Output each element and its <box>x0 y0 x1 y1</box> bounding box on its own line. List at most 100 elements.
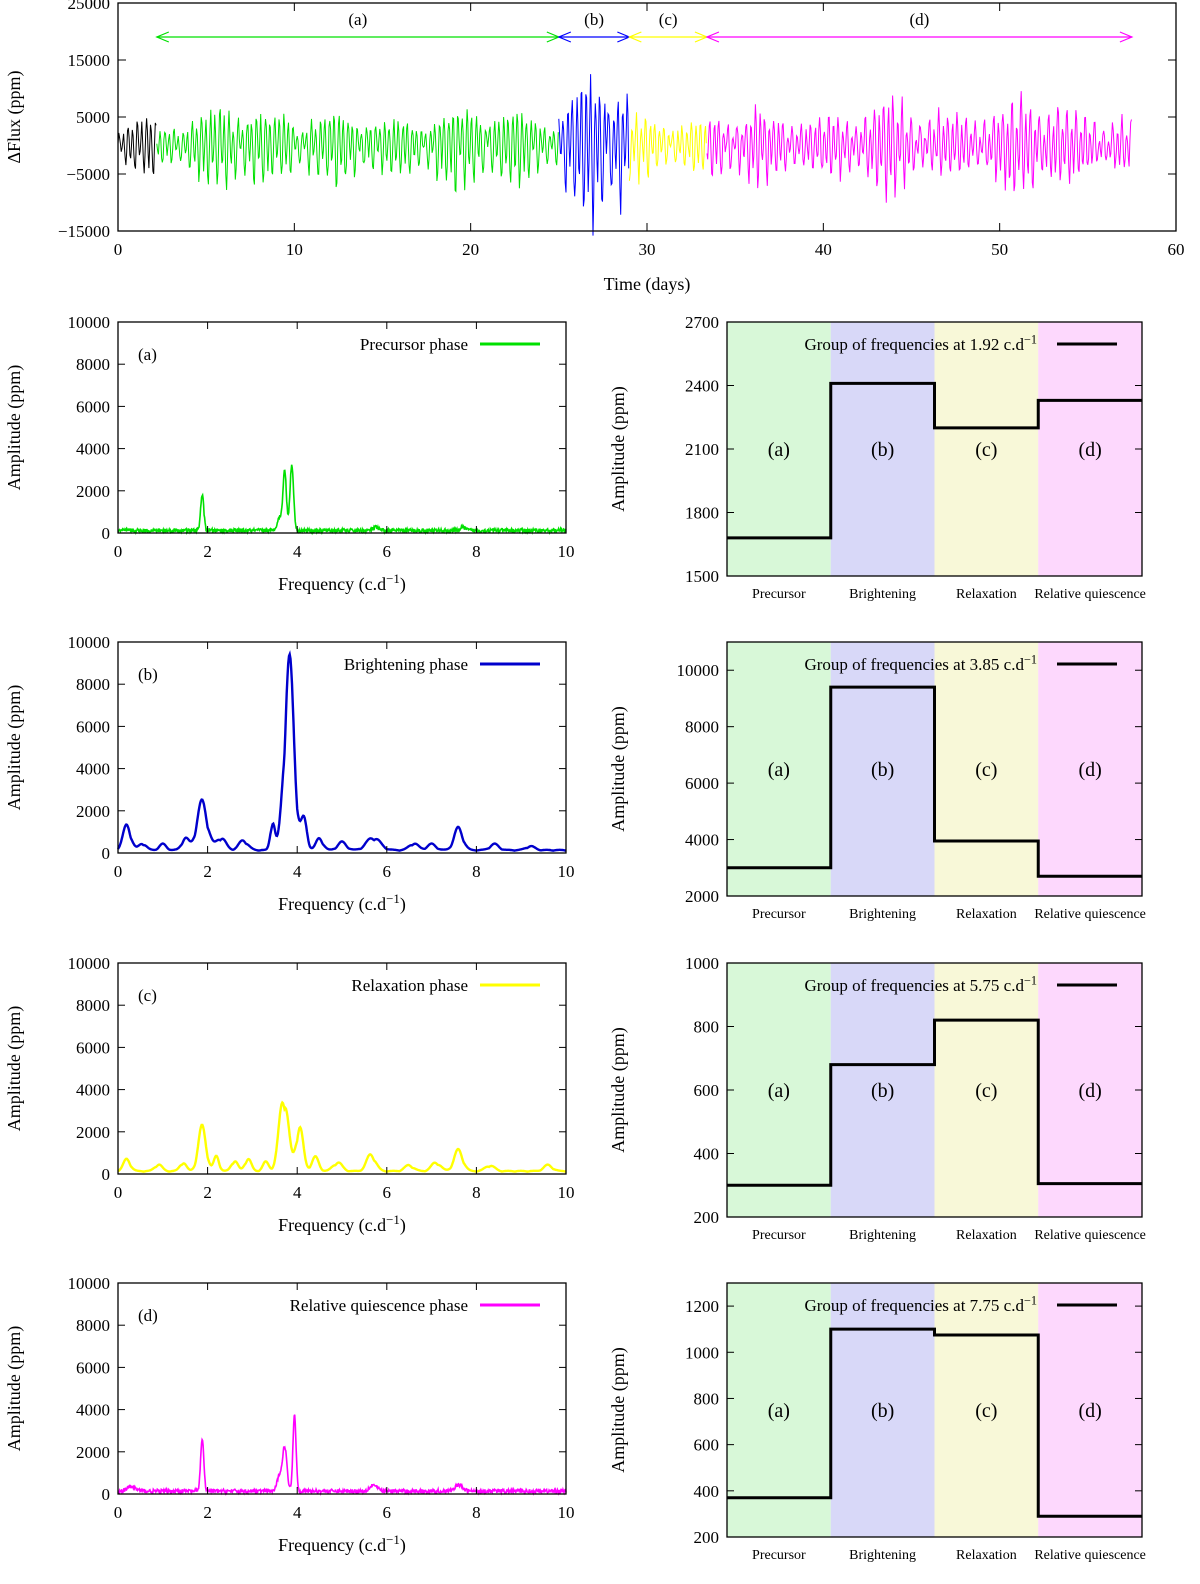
y-tick-label: 1800 <box>685 504 719 523</box>
y-tick-label: 10000 <box>68 954 111 973</box>
phase-band <box>727 963 831 1217</box>
y-tick-label: 6000 <box>76 397 110 416</box>
y-axis-label: Amplitude (ppm) <box>608 386 629 511</box>
x-tick-label: 50 <box>991 240 1008 259</box>
phase-band <box>934 322 1039 576</box>
panel-label: (c) <box>138 986 157 1005</box>
y-tick-label: 8000 <box>76 996 110 1015</box>
spectrum-frame <box>117 1282 567 1495</box>
phase-arrow-head-left <box>627 31 642 43</box>
phase-band-label: (a) <box>768 439 790 461</box>
y-tick-label: 2000 <box>76 1123 110 1142</box>
phase-band-label: (d) <box>1078 439 1101 461</box>
lightcurve-series-(d) <box>706 91 1132 203</box>
y-tick-label: 5000 <box>76 108 110 127</box>
x-tick-label: 4 <box>293 862 302 881</box>
legend-label: Group of frequencies at 3.85 c.d−1 <box>804 653 1037 674</box>
x-tick-label: 10 <box>558 862 575 881</box>
y-axis-label: Amplitude (ppm) <box>4 685 25 810</box>
y-tick-label: 0 <box>102 1165 111 1184</box>
x-tick-label: 2 <box>203 1183 212 1202</box>
step-line <box>727 1018 1142 1187</box>
y-tick-label: 1000 <box>685 954 719 973</box>
phase-name-label: Brightening <box>849 1548 916 1563</box>
phase-arrow-head-left <box>155 31 170 43</box>
phase-name-label: Brightening <box>849 587 916 602</box>
y-axis-label: Amplitude (ppm) <box>608 706 629 831</box>
phase-band <box>830 1283 935 1537</box>
legend-label: Brightening phase <box>344 655 468 674</box>
spectrum-line <box>117 1100 567 1173</box>
y-tick-label: 1000 <box>685 1343 719 1362</box>
phase-band <box>727 1283 831 1537</box>
x-tick-label: 2 <box>203 542 212 561</box>
y-tick-label: 400 <box>694 1482 720 1501</box>
x-tick-label: 6 <box>383 542 392 561</box>
x-axis-label: Frequency (c.d−1) <box>278 1532 406 1556</box>
x-tick-label: 30 <box>639 240 656 259</box>
phase-name-label: Relative quiescence <box>1034 587 1146 602</box>
y-tick-label: 0 <box>102 1485 111 1504</box>
y-tick-label: 2100 <box>685 440 719 459</box>
spectrum-chart-4: 0 2 4 6 8 10 0 2000 4000 6000 8000 10000 (d) Relative… <box>4 1274 575 1556</box>
phase-band-label: (a) <box>768 1080 790 1102</box>
phase-band-label: (d) <box>1078 759 1101 781</box>
step-line <box>727 685 1142 878</box>
y-axis-label: Amplitude (ppm) <box>4 1006 25 1131</box>
x-tick-label: 4 <box>293 542 302 561</box>
y-tick-label: −15000 <box>58 222 110 241</box>
x-tick-label: 60 <box>1168 240 1185 259</box>
y-tick-label: 0 <box>102 524 111 543</box>
spectrum-line <box>117 1414 567 1497</box>
y-tick-label: 4000 <box>76 440 110 459</box>
phase-name-label: Relaxation <box>956 587 1017 602</box>
x-tick-label: 0 <box>114 1183 123 1202</box>
y-tick-label: 1200 <box>685 1297 719 1316</box>
legend-label: Group of frequencies at 1.92 c.d−1 <box>804 333 1037 354</box>
y-axis-label: Amplitude (ppm) <box>4 365 25 490</box>
x-tick-label: 2 <box>203 862 212 881</box>
phase-band-label: (a) <box>768 759 790 781</box>
y-tick-label: 200 <box>694 1208 720 1227</box>
x-tick-label: 4 <box>293 1183 302 1202</box>
x-axis-label: Time (days) <box>604 274 691 295</box>
x-tick-label: 10 <box>558 1503 575 1522</box>
x-tick-label: 0 <box>114 240 123 259</box>
spectrum-line <box>117 464 567 536</box>
x-tick-label: 10 <box>558 542 575 561</box>
y-tick-label: 2700 <box>685 313 719 332</box>
y-tick-label: 2000 <box>76 1443 110 1462</box>
spectrum-chart-3: 0 2 4 6 8 10 0 2000 4000 6000 8000 10000 (c) Relaxati… <box>4 954 575 1236</box>
y-tick-label: 2000 <box>685 887 719 906</box>
phase-arrow-head-right <box>1119 31 1134 43</box>
panel-label: (b) <box>138 665 158 684</box>
y-tick-label: 8000 <box>685 718 719 737</box>
phase-band <box>934 642 1039 896</box>
phase-name-label: Precursor <box>752 587 806 602</box>
y-tick-label: 1500 <box>685 567 719 586</box>
phase-band <box>934 963 1039 1217</box>
y-tick-label: 800 <box>694 1389 720 1408</box>
y-tick-label: −5000 <box>66 165 110 184</box>
y-axis-label: Amplitude (ppm) <box>608 1347 629 1472</box>
x-tick-label: 10 <box>558 1183 575 1202</box>
spectrum-line <box>116 650 567 852</box>
step-chart-1: (a) Precursor (b) Brightening (c) Relaxation (… <box>608 313 1146 602</box>
y-axis-label: Amplitude (ppm) <box>4 1326 25 1451</box>
y-tick-label: 2000 <box>76 802 110 821</box>
step-line <box>727 381 1142 540</box>
x-tick-label: 4 <box>293 1503 302 1522</box>
spectrum-frame <box>117 321 567 534</box>
spectrum-frame <box>117 641 567 854</box>
x-tick-label: 0 <box>114 542 123 561</box>
legend-label: Precursor phase <box>360 335 468 354</box>
phase-band-label: (b) <box>871 1080 894 1102</box>
phase-name-label: Brightening <box>849 907 916 922</box>
phase-band <box>1038 1283 1142 1537</box>
step-chart-2: (a) Precursor (b) Brightening (c) Relaxation (… <box>608 641 1146 922</box>
y-tick-label: 8000 <box>76 1316 110 1335</box>
lightcurve-chart: (a) (b) (c) (d) 0 10 20 30 40 50 60 −15000 −5000 5000… <box>4 0 1185 295</box>
y-tick-label: 600 <box>694 1436 720 1455</box>
lightcurve-series-pre <box>117 118 157 174</box>
x-tick-label: 2 <box>203 1503 212 1522</box>
